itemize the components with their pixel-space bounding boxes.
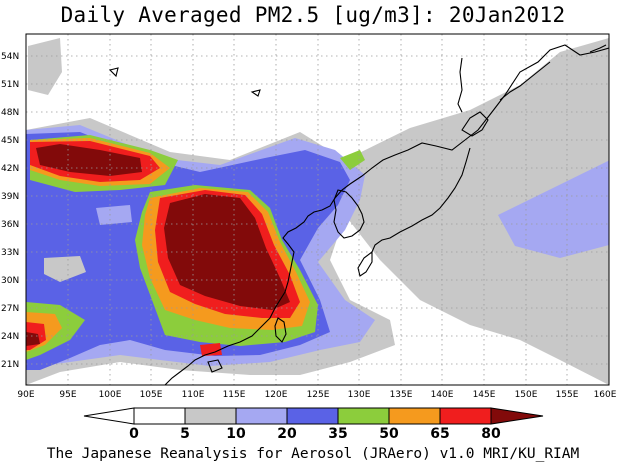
lon-tick-label: 145E [473,390,496,400]
lat-tick-label: 42N [1,164,19,174]
contour-10-20-sea [498,160,609,258]
legend-swatch-35-50 [337,407,390,425]
lon-tick-label: 95E [59,390,76,400]
lat-tick-label: 30N [1,276,19,286]
lat-tick-label: 33N [1,248,19,258]
contour-5-10-east [345,38,609,385]
color-legend [83,407,544,425]
legend-swatch-above-80 [490,407,544,425]
coastlines [108,44,609,385]
lon-tick-label: 150E [515,390,538,400]
lat-tick-label: 54N [1,52,19,62]
contour-5-10-north [28,38,62,95]
lon-axis: 90E 95E 100E 105E 110E 115E 120E 125E 13… [17,390,616,400]
lon-tick-label: 100E [99,390,122,400]
legend-swatch-50-65 [388,407,441,425]
hainan [207,359,223,373]
lon-tick-label: 125E [307,390,330,400]
kurils [499,61,551,101]
graticule [26,34,609,385]
legend-level-label: 50 [379,426,399,442]
contour-10-20-pocket [96,205,132,225]
kamchatka-tip [589,44,607,53]
map-title: Daily Averaged PM2.5 [ug/m3]: 20Jan2012 [60,3,566,27]
footer-credit: The Japanese Reanalysis for Aerosol (JRA… [46,446,580,462]
japan-honshu [371,147,471,253]
legend-swatch-10-20 [235,407,288,425]
legend-level-label: 80 [481,426,501,442]
legend-level-label: 10 [226,426,246,442]
lon-tick-label: 135E [390,390,413,400]
legend-labels: 0 5 10 20 35 50 65 80 [129,426,501,442]
lat-tick-label: 36N [1,220,19,230]
legend-swatch-0-5 [133,407,186,425]
lon-tick-label: 120E [265,390,288,400]
legend-swatch-5-10 [184,407,237,425]
legend-swatch-65-80 [439,407,492,425]
lat-tick-label: 24N [1,332,19,342]
legend-level-label: 0 [129,426,139,442]
contour-65-80-small [200,343,222,356]
lon-tick-label: 110E [182,390,205,400]
contour-5-10-pocket [44,256,86,282]
lat-tick-label: 21N [1,360,19,370]
lon-tick-label: 90E [17,390,34,400]
taiwan [274,317,287,343]
lat-tick-label: 45N [1,136,19,146]
legend-swatch-20-35 [286,407,339,425]
lon-tick-label: 115E [223,390,246,400]
lat-tick-label: 51N [1,80,19,90]
lat-axis: 21N 24N 27N 30N 33N 36N 39N 42N 45N 48N … [1,52,19,370]
plot-frame [25,33,610,386]
japan-hokkaido [461,111,489,137]
pm25-field [26,34,609,385]
lon-tick-label: 155E [556,390,579,400]
lon-tick-label: 130E [348,390,371,400]
lon-tick-label: 160E [594,390,617,400]
sakhalin [457,57,463,113]
lat-tick-label: 27N [1,304,19,314]
lon-tick-label: 105E [140,390,163,400]
legend-level-label: 20 [277,426,297,442]
lat-tick-label: 39N [1,192,19,202]
mainland-coast [164,44,609,385]
korea-coast [333,189,365,239]
japan-kyushu [357,250,373,277]
legend-level-label: 35 [328,426,347,442]
legend-level-label: 5 [180,426,190,442]
contour-gt80-southwest [26,332,40,346]
legend-swatch-below-0 [83,407,135,425]
inland-lake-2 [250,89,261,97]
legend-level-label: 65 [430,426,449,442]
inland-lake [108,67,119,78]
lon-tick-label: 140E [431,390,454,400]
lat-tick-label: 48N [1,108,19,118]
